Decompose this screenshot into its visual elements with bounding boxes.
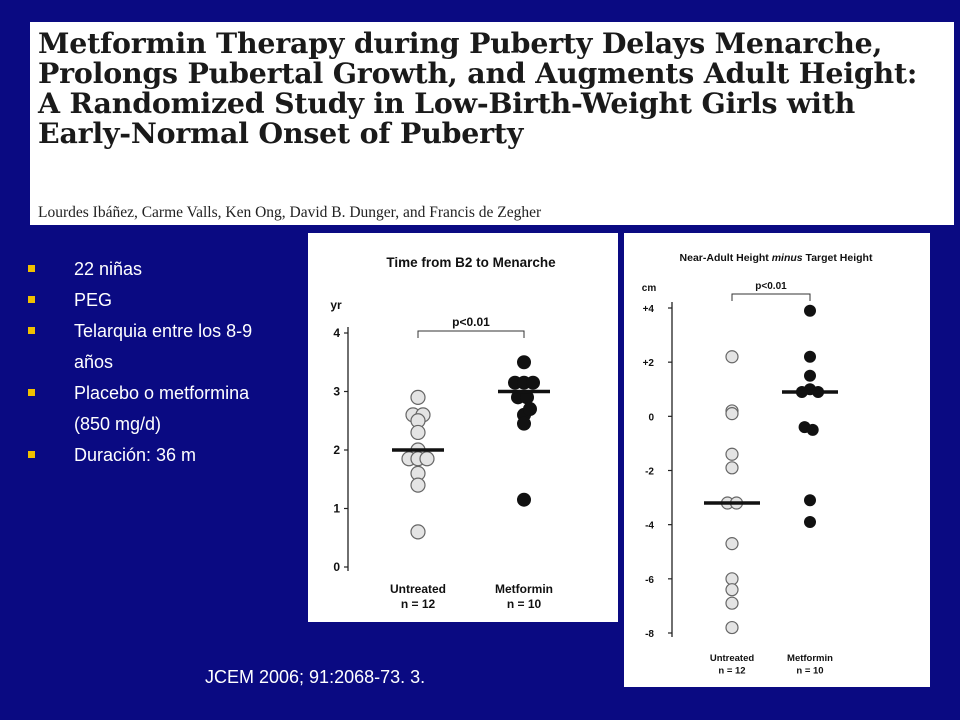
data-point-untreated [725, 572, 739, 586]
chart-height-minus-target: Near-Adult Height minus Target Height cm -… [624, 233, 930, 687]
data-point-untreated [410, 477, 426, 493]
data-point-metformin [517, 355, 531, 370]
data-point-untreated [725, 350, 739, 364]
chart-title-part: minus [772, 252, 803, 264]
title-line: Metformin Therapy during Puberty Delays … [38, 26, 883, 60]
square-bullet-icon [28, 327, 35, 334]
data-point-metformin [523, 402, 537, 417]
title-line: A Randomized Study in Low-Birth-Weight G… [38, 86, 856, 120]
significance-bracket [417, 330, 525, 338]
y-tick-label: 0 [333, 560, 340, 574]
data-point-untreated [725, 620, 739, 635]
data-point-metformin [804, 350, 816, 363]
square-bullet-icon [28, 451, 35, 458]
data-point-metformin [804, 515, 816, 528]
y-tick-label: +4 [643, 304, 655, 315]
y-axis-label: cm [642, 283, 657, 294]
bullet-item: Placebo o metformina [28, 378, 252, 409]
y-tick-label: -4 [645, 521, 654, 532]
paper-header: Metformin Therapy during Puberty Delays … [30, 22, 954, 225]
title-line: Early-Normal Onset of Puberty [38, 116, 524, 150]
bullet-item: PEG [28, 285, 252, 316]
paper-title: Metformin Therapy during Puberty Delays … [38, 28, 946, 148]
category-label: Untreated [390, 582, 446, 596]
y-tick-label: 1 [333, 502, 340, 516]
square-bullet-icon [28, 389, 35, 396]
data-point-metformin [806, 423, 819, 436]
bullet-text: Duración: 36 m [74, 445, 197, 465]
y-tick-label: -8 [645, 629, 654, 640]
chart-title: Time from B2 to Menarche [386, 255, 556, 270]
data-point-metformin [804, 494, 816, 507]
data-point-metformin [804, 304, 816, 317]
data-point-untreated [410, 424, 426, 441]
square-bullet-icon [28, 296, 35, 303]
data-point-metformin [517, 492, 531, 507]
category-label: Metformin [495, 582, 553, 596]
bullet-text: Placebo o metformina [74, 383, 250, 403]
chart-2-svg: Near-Adult Height minus Target Height cm -… [642, 252, 873, 677]
data-point-untreated [725, 537, 739, 551]
data-point-untreated [725, 447, 739, 461]
data-point-metformin [517, 416, 531, 431]
bullet-text: Telarquia entre los 8-9 [74, 321, 253, 341]
bullet-item: Telarquia entre los 8-9 [28, 316, 252, 347]
bullet-text: 22 niñas [74, 259, 143, 279]
chart-title-part: Target Height [803, 252, 873, 264]
chart-title-part: Near-Adult Height [680, 252, 772, 264]
square-bullet-icon [28, 265, 35, 272]
y-tick-label: 4 [333, 326, 340, 340]
data-point-untreated [725, 407, 739, 421]
y-tick-label: 3 [333, 385, 340, 399]
bullet-item: Duración: 36 m [28, 440, 252, 471]
chart-b2-to-menarche: Time from B2 to Menarche yr 0 1 2 3 4 p<0.01 Unt… [308, 233, 618, 622]
data-point-untreated [725, 583, 739, 597]
data-point-metformin [520, 390, 534, 405]
y-tick-label: +2 [643, 358, 655, 369]
y-tick-label: -2 [645, 467, 654, 478]
data-point-untreated [725, 461, 739, 475]
group-n-label: n = 12 [718, 666, 745, 677]
bullet-list: 22 niñas PEG Telarquia entre los 8-9 año… [28, 254, 252, 471]
bullet-item: 22 niñas [28, 254, 252, 285]
p-value-annotation: p<0.01 [452, 315, 490, 329]
bullet-continuation: años [74, 352, 114, 372]
bullet-continuation: (850 mg/d) [74, 414, 162, 434]
data-point-metformin [526, 375, 540, 390]
bullet-text: PEG [74, 290, 113, 310]
chart-title: Near-Adult Height minus Target Height [680, 252, 873, 264]
y-tick-label: 0 [648, 412, 654, 423]
data-point-untreated [410, 389, 426, 405]
data-point-untreated [419, 451, 435, 467]
category-label: Untreated [710, 653, 755, 664]
data-point-untreated [725, 596, 739, 610]
significance-bracket [731, 293, 811, 301]
y-axis-label: yr [330, 298, 342, 312]
p-value-annotation: p<0.01 [755, 281, 787, 292]
y-tick-label: -6 [645, 575, 654, 586]
category-label: Metformin [787, 653, 833, 664]
title-line: Prolongs Pubertal Growth, and Augments A… [38, 56, 918, 90]
paper-authors: Lourdes Ibáñez, Carme Valls, Ken Ong, Da… [38, 204, 542, 221]
data-point-untreated [410, 524, 426, 540]
group-n-label: n = 10 [507, 597, 542, 611]
group-n-label: n = 12 [401, 597, 436, 611]
group-n-label: n = 10 [796, 666, 823, 677]
data-point-metformin [804, 369, 816, 382]
y-tick-label: 2 [333, 443, 340, 457]
chart-1-svg: Time from B2 to Menarche yr 0 1 2 3 4 p<0.01 Unt… [330, 255, 556, 611]
citation: JCEM 2006; 91:2068-73. 3. [205, 667, 426, 687]
